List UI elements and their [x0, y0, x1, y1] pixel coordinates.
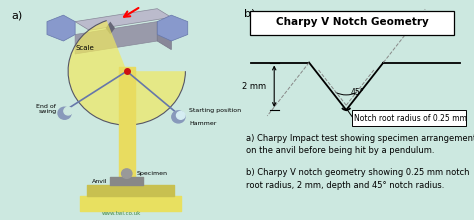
Circle shape — [172, 111, 185, 123]
Text: b): b) — [244, 9, 255, 19]
Text: Scale: Scale — [75, 45, 94, 51]
Polygon shape — [68, 20, 185, 125]
Text: b) Charpy V notch geometry showing 0.25 mm notch
root radius, 2 mm, depth and 45: b) Charpy V notch geometry showing 0.25 … — [246, 168, 470, 190]
Text: Anvil: Anvil — [91, 179, 107, 184]
Polygon shape — [106, 22, 115, 35]
Polygon shape — [47, 15, 75, 41]
Polygon shape — [75, 22, 157, 54]
Text: Starting position: Starting position — [189, 108, 241, 113]
Polygon shape — [75, 9, 171, 30]
Text: 45°: 45° — [351, 88, 365, 97]
Circle shape — [58, 107, 71, 119]
Text: 2 mm: 2 mm — [242, 82, 266, 91]
Polygon shape — [157, 15, 188, 41]
Text: Specimen: Specimen — [136, 171, 167, 176]
Circle shape — [64, 107, 73, 115]
Text: Hammer: Hammer — [189, 121, 216, 126]
Circle shape — [122, 169, 132, 178]
Circle shape — [176, 112, 185, 119]
Text: Notch root radius of 0.25 mm: Notch root radius of 0.25 mm — [354, 114, 466, 123]
Text: Charpy V Notch Geometry: Charpy V Notch Geometry — [276, 17, 428, 27]
Text: End of
swing: End of swing — [36, 104, 56, 114]
Text: a) Charpy Impact test showing specimen arrangement
on the anvil before being hit: a) Charpy Impact test showing specimen a… — [246, 134, 474, 155]
FancyBboxPatch shape — [352, 110, 466, 126]
Polygon shape — [157, 22, 171, 50]
Text: www.twi.co.uk: www.twi.co.uk — [101, 211, 141, 216]
Text: a): a) — [12, 11, 23, 21]
FancyBboxPatch shape — [250, 11, 454, 35]
